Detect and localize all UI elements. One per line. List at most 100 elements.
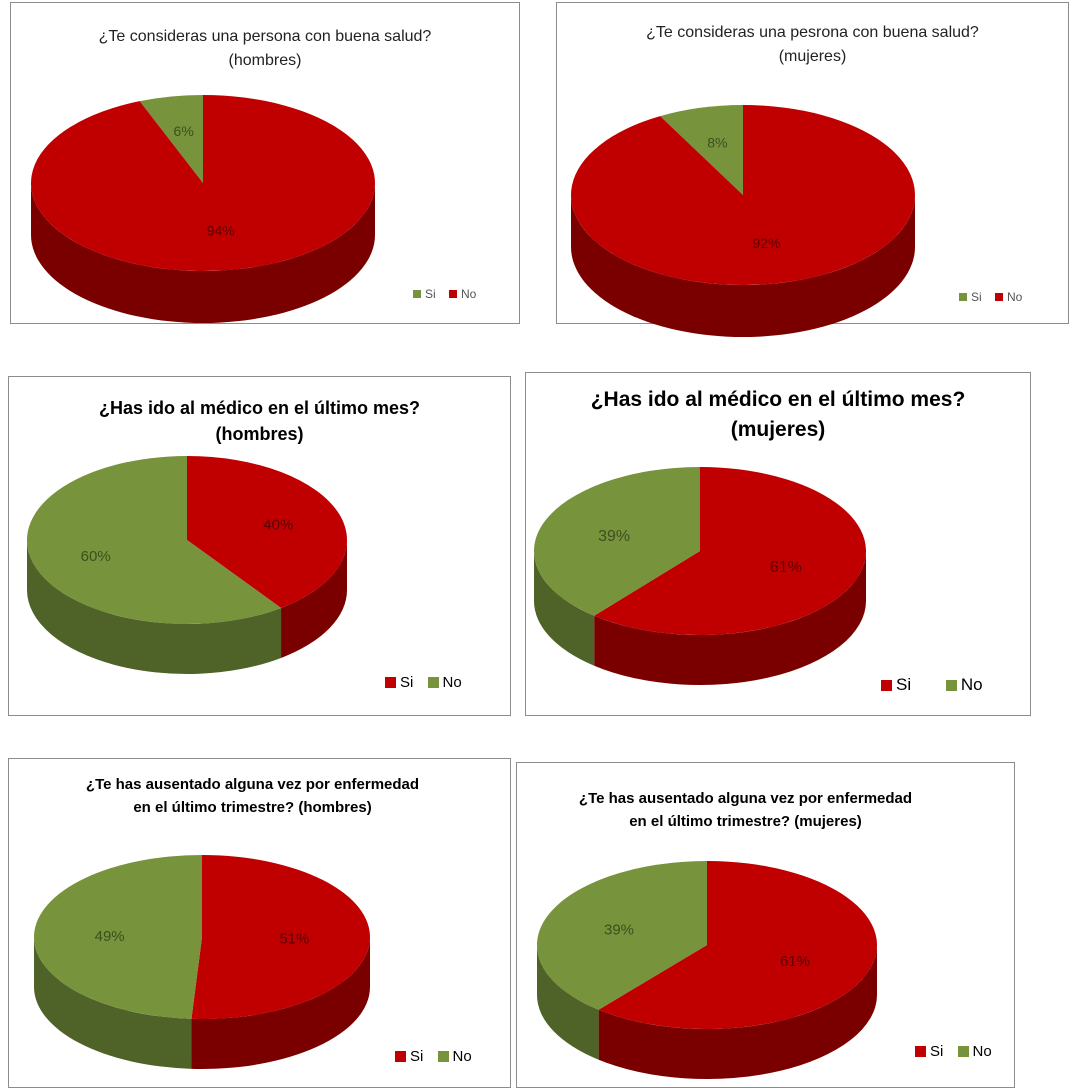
legend-label-no: No <box>1007 290 1023 304</box>
legend-label-no: No <box>442 674 462 691</box>
legend-swatch-no <box>945 679 957 691</box>
chart-title-line-2: (hombres) <box>228 52 302 69</box>
data-label-si: 92% <box>753 235 781 251</box>
pie-side-no <box>34 937 192 1069</box>
pie-plot: 6% 94% <box>30 95 375 323</box>
data-label-no: 49% <box>95 928 125 945</box>
legend-item-no: No <box>945 675 983 695</box>
pie-slice-no <box>34 855 203 1019</box>
legend-swatch-si <box>395 1051 406 1062</box>
legend-swatch-no <box>957 1046 969 1057</box>
pie-side-si <box>598 945 878 1079</box>
chart-title-line-1: ¿Te has ausentado alguna vez por enferme… <box>578 790 913 807</box>
chart-title: ¿Has ido al médico en el último mes? (ho… <box>9 395 510 447</box>
chart-title: ¿Has ido al médico en el último mes? (mu… <box>526 385 1030 445</box>
pie-side-si <box>191 937 371 1069</box>
chart-panel-absence-men: ¿Te has ausentado alguna vez por enferme… <box>8 758 511 1088</box>
pie-slice-si <box>187 456 348 608</box>
chart-panel-health-men: ¿Te consideras una persona con buena sal… <box>10 2 520 324</box>
chart-title: ¿Te has ausentado alguna vez por enferme… <box>477 787 1014 833</box>
legend-swatch-no <box>437 1051 449 1062</box>
legend-swatch-si <box>385 677 396 688</box>
legend-swatch-no <box>427 677 439 688</box>
legend-label-no: No <box>972 1043 992 1060</box>
legend-item-si: Si <box>881 675 911 695</box>
chart-panel-absence-women: ¿Te has ausentado alguna vez por enferme… <box>516 762 1015 1088</box>
pie-side-si <box>571 195 915 337</box>
pie-slice-no <box>27 456 282 624</box>
pie-slice-si <box>191 855 371 1019</box>
legend-item-si: Si <box>385 674 413 691</box>
data-label-no: 39% <box>598 528 630 545</box>
pie-plot: 8% 92% <box>571 105 915 337</box>
chart-title-line-1: ¿Te consideras una persona con buena sal… <box>98 28 432 45</box>
chart-legend: Si No <box>375 674 462 692</box>
data-label-si: 94% <box>207 222 235 238</box>
pie-slice-no <box>660 105 743 195</box>
pie-slice-si <box>598 861 878 1029</box>
pie-slice-no <box>537 861 707 1010</box>
chart-title-line-2: (mujeres) <box>730 418 826 441</box>
legend-label-si: Si <box>410 1048 424 1065</box>
legend-item-si: Si <box>395 1048 423 1065</box>
chart-title: ¿Te consideras una pesrona con buena sal… <box>557 21 1068 69</box>
legend-label-no: No <box>461 287 477 301</box>
legend-item-no: No <box>437 1048 472 1065</box>
chart-title-line-1: ¿Has ido al médico en el último mes? <box>590 388 966 411</box>
chart-title-line-2: en el último trimestre? (mujeres) <box>629 813 862 830</box>
pie-side-si <box>594 551 866 685</box>
chart-panel-health-women: ¿Te consideras una pesrona con buena sal… <box>556 2 1069 337</box>
legend-swatch-no <box>449 290 458 298</box>
pie-slice-si <box>571 105 915 285</box>
legend-label-no: No <box>452 1048 472 1065</box>
chart-title-line-2: (mujeres) <box>778 48 847 65</box>
legend-swatch-si <box>881 679 892 691</box>
pie-plot: 40% 60% <box>27 456 348 674</box>
legend-item-si: Si <box>915 1043 943 1060</box>
pie-side-si <box>31 183 375 323</box>
pie-side-si <box>281 540 347 658</box>
pie-side-no <box>27 540 282 674</box>
chart-title-line-2: (hombres) <box>215 424 304 444</box>
pie-side-no <box>537 945 599 1060</box>
pie-plot: 51% 49% <box>34 855 371 1069</box>
chart-legend: Si No <box>403 287 476 301</box>
legend-item-no: No <box>957 1043 992 1060</box>
chart-title: ¿Te consideras una persona con buena sal… <box>11 25 519 73</box>
legend-label-si: Si <box>896 675 912 694</box>
legend-item-si: Si <box>413 287 436 301</box>
chart-title-line-1: ¿Has ido al médico en el último mes? <box>98 398 421 418</box>
chart-title: ¿Te has ausentado alguna vez por enferme… <box>0 773 510 819</box>
chart-panel-doctor-women: ¿Has ido al médico en el último mes? (mu… <box>525 372 1031 716</box>
legend-item-no: No <box>427 674 462 691</box>
pie-slice-no <box>534 467 700 616</box>
pie-plot: 61% 39% <box>534 467 866 685</box>
legend-label-si: Si <box>971 290 982 304</box>
chart-panel-doctor-men: ¿Has ido al médico en el último mes? (ho… <box>8 376 511 716</box>
data-label-si: 51% <box>279 931 309 948</box>
legend-item-no: No <box>449 287 476 301</box>
legend-label-no: No <box>960 675 983 694</box>
legend-label-si: Si <box>425 287 436 301</box>
data-label-no: 39% <box>604 922 634 939</box>
chart-title-line-1: ¿Te consideras una pesrona con buena sal… <box>646 24 979 41</box>
data-label-si: 61% <box>770 559 802 576</box>
data-label-si: 40% <box>263 517 293 534</box>
pie-plot: 61% 39% <box>537 861 878 1079</box>
legend-item-no: No <box>995 290 1022 304</box>
legend-swatch-si <box>413 290 421 298</box>
chart-legend: Si No <box>871 675 983 696</box>
chart-title-line-1: ¿Te has ausentado alguna vez por enferme… <box>85 776 420 793</box>
chart-title-line-2: en el último trimestre? (hombres) <box>133 799 372 816</box>
chart-legend: Si No <box>949 290 1022 304</box>
chart-legend: Si No <box>385 1048 472 1066</box>
pie-slice-si <box>594 467 866 635</box>
legend-label-si: Si <box>400 674 414 691</box>
legend-swatch-si <box>915 1046 926 1057</box>
pie-side-no <box>534 551 595 666</box>
legend-item-si: Si <box>959 290 982 304</box>
data-label-no: 6% <box>174 123 194 139</box>
legend-label-si: Si <box>930 1043 944 1060</box>
legend-swatch-si <box>959 293 967 301</box>
pie-slice-si <box>30 95 375 271</box>
